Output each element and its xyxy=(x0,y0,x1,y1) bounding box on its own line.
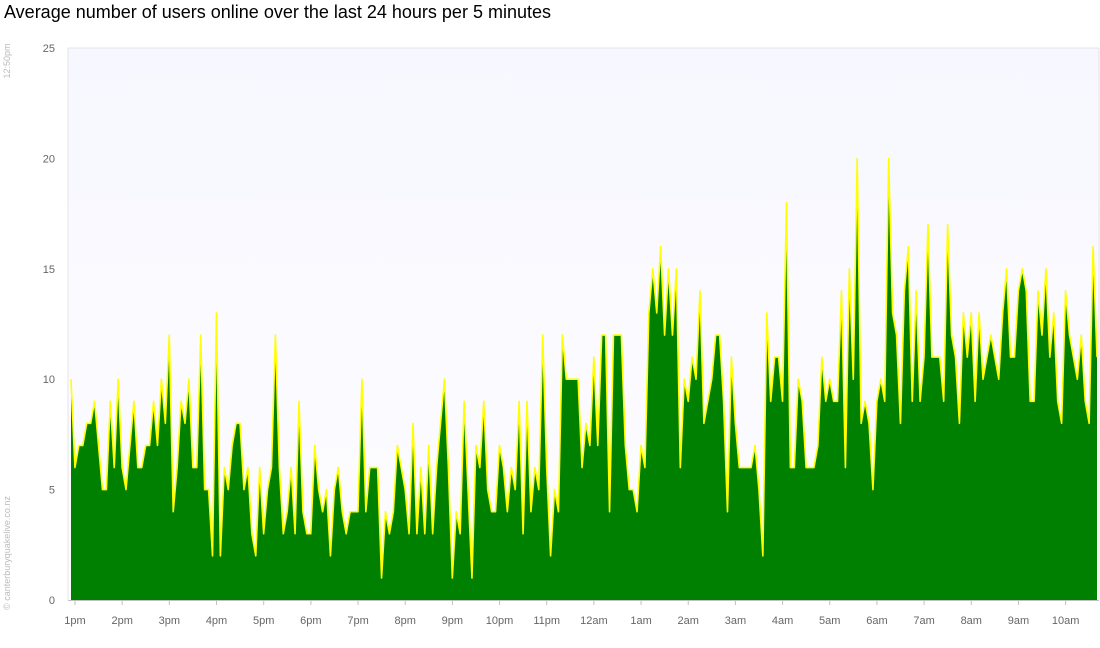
x-tick-label: 3pm xyxy=(159,615,180,627)
x-tick-label: 8am xyxy=(961,615,982,627)
x-tick-label: 6am xyxy=(866,615,887,627)
y-tick-label: 15 xyxy=(43,264,55,276)
x-tick-label: 1am xyxy=(630,615,651,627)
x-tick-label: 3am xyxy=(725,615,746,627)
x-tick-label: 5am xyxy=(819,615,840,627)
y-axis: 0 5 10 15 20 25 xyxy=(43,43,55,607)
x-tick-label: 7pm xyxy=(347,615,368,627)
x-tick-label: 12am xyxy=(580,615,608,627)
x-tick-label: 2pm xyxy=(111,615,132,627)
x-tick-label: 2am xyxy=(678,615,699,627)
y-tick-label: 0 xyxy=(49,595,55,607)
x-tick-label: 9pm xyxy=(442,615,463,627)
x-axis: 1pm 2pm 3pm 4pm 5pm 6pm 7pm 8pm 9pm 10pm 11pm 12am 1… xyxy=(64,600,1100,627)
users-line xyxy=(70,157,1098,579)
y-tick-label: 20 xyxy=(43,153,55,165)
x-tick-label: 8pm xyxy=(395,615,416,627)
y-tick-label: 25 xyxy=(43,43,55,55)
y-tick-label: 10 xyxy=(43,374,55,386)
x-tick-label: 6pm xyxy=(300,615,321,627)
x-tick-label: 9am xyxy=(1008,615,1029,627)
x-tick-label: 5pm xyxy=(253,615,274,627)
x-tick-label: 1pm xyxy=(64,615,85,627)
x-tick-label: 11pm xyxy=(533,615,560,627)
users-area xyxy=(71,158,1097,600)
y-tick-label: 5 xyxy=(49,485,55,497)
x-tick-label: 4am xyxy=(772,615,793,627)
x-tick-label: 10am xyxy=(1052,615,1080,627)
x-tick-label: 10pm xyxy=(486,615,514,627)
x-tick-label: 4pm xyxy=(206,615,227,627)
chart-title: Average number of users online over the … xyxy=(4,2,551,22)
x-tick-label: 7am xyxy=(913,615,934,627)
